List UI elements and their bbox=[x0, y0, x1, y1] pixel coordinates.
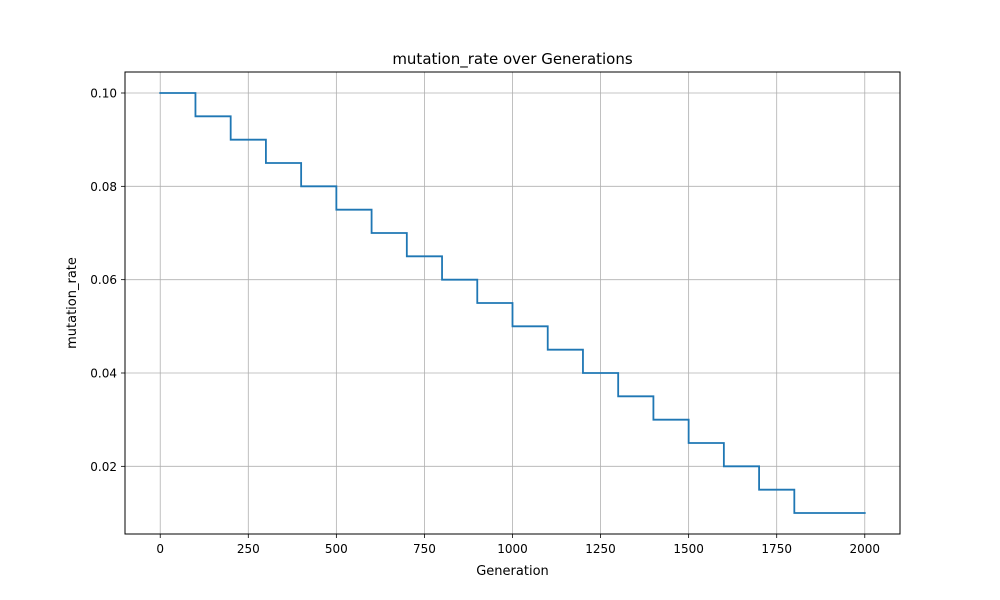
y-axis-label: mutation_rate bbox=[65, 257, 80, 349]
series-layer bbox=[159, 92, 866, 514]
x-tick-label: 1750 bbox=[761, 542, 792, 556]
x-tick-label: 2000 bbox=[849, 542, 880, 556]
y-tick-label: 0.08 bbox=[90, 180, 117, 194]
x-tick-label: 500 bbox=[325, 542, 348, 556]
x-tick-label: 750 bbox=[413, 542, 436, 556]
chart-title: mutation_rate over Generations bbox=[392, 50, 633, 69]
x-axis-label: Generation bbox=[476, 564, 549, 579]
x-tick-label: 0 bbox=[156, 542, 164, 556]
grid bbox=[125, 72, 900, 534]
y-axis-ticks: 0.02 0.04 0.06 0.08 0.10 bbox=[90, 87, 125, 474]
x-tick-label: 250 bbox=[237, 542, 260, 556]
y-tick-label: 0.10 bbox=[90, 87, 117, 101]
x-axis-ticks: 0 250 500 750 1000 1250 1500 1750 2000 bbox=[156, 534, 880, 556]
x-tick-label: 1000 bbox=[497, 542, 528, 556]
y-tick-label: 0.04 bbox=[90, 367, 117, 381]
step-series-line bbox=[159, 92, 866, 514]
y-tick-label: 0.06 bbox=[90, 273, 117, 287]
x-tick-label: 1250 bbox=[585, 542, 616, 556]
x-tick-label: 1500 bbox=[673, 542, 704, 556]
y-tick-label: 0.02 bbox=[90, 460, 117, 474]
